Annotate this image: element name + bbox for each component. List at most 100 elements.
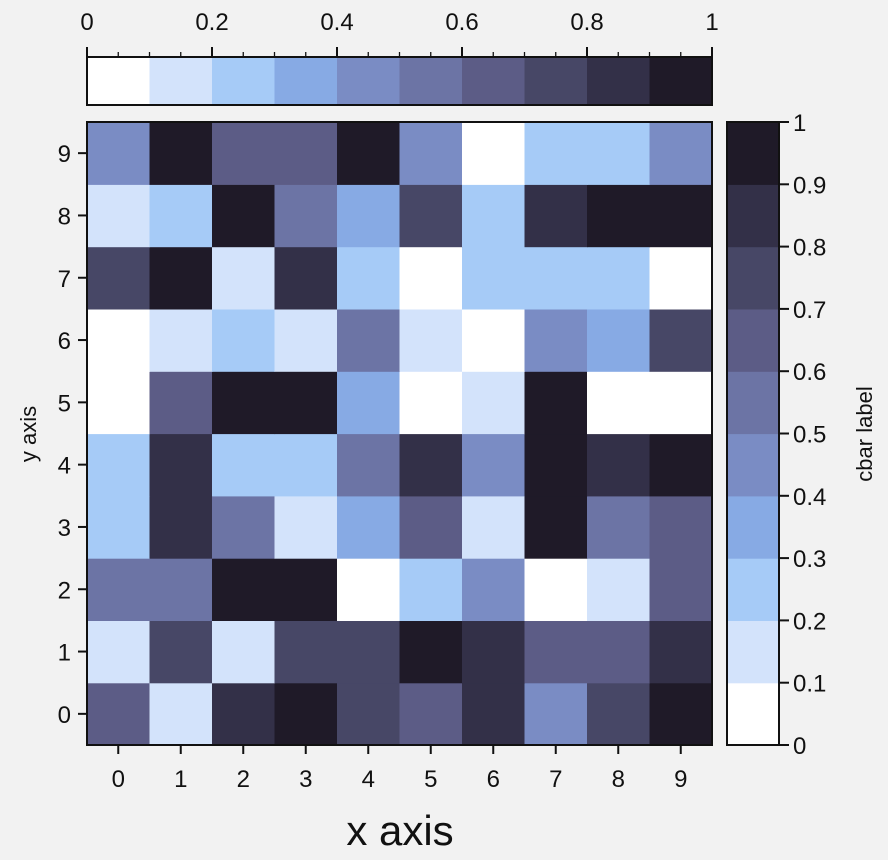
x-tick-label: 2	[237, 766, 250, 793]
heatmap-cell	[149, 495, 213, 559]
heatmap-cell	[337, 682, 401, 746]
heatmap-cell	[87, 246, 151, 310]
y-tick-label: 8	[58, 203, 71, 230]
colorbar-top-tick-label: 0.8	[570, 9, 603, 36]
heatmap-cell	[399, 558, 463, 621]
heatmap-cell	[399, 620, 463, 684]
y-axis-ticks: 0 1 2 3 4 5 6 7 8 9	[58, 141, 87, 729]
heatmap-cell	[274, 682, 338, 746]
colorbar-right-tick-label: 0.6	[793, 359, 826, 386]
y-tick-label: 9	[58, 141, 71, 168]
heatmap-cell	[337, 433, 401, 497]
heatmap-cell	[87, 122, 151, 185]
heatmap-cell	[149, 558, 213, 621]
heatmap-cell	[587, 371, 651, 435]
heatmap-cell	[462, 122, 526, 185]
heatmap-cell	[212, 558, 276, 621]
heatmap-cell	[462, 371, 526, 435]
colorbar-top-tick-label: 0	[80, 9, 93, 36]
heatmap-cell	[524, 558, 588, 621]
heatmap-cell	[212, 620, 276, 684]
heatmap-cell	[524, 184, 588, 248]
heatmap-cell	[337, 620, 401, 684]
heatmap-cell	[337, 246, 401, 310]
heatmap-cell	[524, 433, 588, 497]
colorbar-top-swatch	[274, 57, 338, 105]
x-axis-label: x axis	[346, 807, 453, 854]
heatmap-cell	[87, 620, 151, 684]
heatmap-cell	[399, 371, 463, 435]
colorbar-right-tick-label: 0.8	[793, 235, 826, 262]
heatmap-cell	[87, 184, 151, 248]
colorbar-top-swatch	[524, 57, 588, 105]
heatmap-cell	[274, 371, 338, 435]
heatmap-cell	[87, 682, 151, 746]
heatmap-cell	[274, 122, 338, 185]
heatmap-cell	[149, 620, 213, 684]
heatmap-cell	[337, 308, 401, 372]
heatmap-cell	[212, 433, 276, 497]
x-tick-label: 3	[299, 766, 312, 793]
heatmap-cell	[587, 246, 651, 310]
heatmap-cell	[274, 495, 338, 559]
heatmap-cell	[462, 682, 526, 746]
heatmap-cell	[587, 495, 651, 559]
heatmap-cell	[337, 495, 401, 559]
heatmap-cell	[87, 308, 151, 372]
heatmap-cell	[462, 558, 526, 621]
colorbar-right-tick-label: 0	[793, 733, 806, 760]
heatmap-cell	[649, 184, 713, 248]
heatmap-cell	[649, 246, 713, 310]
x-axis-ticks: 0 1 2 3 4 5 6 7 8 9	[112, 745, 687, 793]
heatmap-cell	[462, 308, 526, 372]
heatmap-cell	[337, 122, 401, 185]
heatmap-cell	[212, 184, 276, 248]
heatmap-cell	[399, 682, 463, 746]
heatmap-cell	[212, 308, 276, 372]
heatmap-cell	[462, 184, 526, 248]
colorbar-top-swatch	[462, 57, 526, 105]
y-tick-label: 1	[58, 640, 71, 667]
heatmap-cell	[524, 495, 588, 559]
heatmap-cell	[462, 620, 526, 684]
heatmap-cell	[212, 122, 276, 185]
heatmap-cell	[337, 184, 401, 248]
heatmap-cell	[274, 433, 338, 497]
y-tick-label: 4	[58, 453, 71, 480]
heatmap-cell	[649, 682, 713, 746]
x-tick-label: 8	[612, 766, 625, 793]
colorbar-top-tick-label: 1	[705, 9, 718, 36]
heatmap-cell	[524, 308, 588, 372]
colorbar-right-tick-label: 0.2	[793, 608, 826, 635]
colorbar-top-tick-label: 0.6	[445, 9, 478, 36]
heatmap-cell	[524, 620, 588, 684]
heatmap-cell	[149, 308, 213, 372]
colorbar-top-ticks: 0 0.2 0.4 0.6 0.8 1	[80, 9, 719, 57]
heatmap-cell	[399, 184, 463, 248]
heatmap-cell	[587, 558, 651, 621]
x-tick-label: 9	[674, 766, 687, 793]
heatmap-cell	[587, 308, 651, 372]
heatmap-cell	[587, 122, 651, 185]
heatmap-cell	[87, 558, 151, 621]
heatmap-cell	[274, 620, 338, 684]
y-tick-label: 0	[58, 702, 71, 729]
colorbar-right	[726, 121, 780, 746]
heatmap-cell	[462, 246, 526, 310]
heatmap-cell	[87, 495, 151, 559]
heatmap-cell	[649, 308, 713, 372]
heatmap-cell	[149, 122, 213, 185]
x-tick-label: 1	[174, 766, 187, 793]
heatmap-cell	[649, 495, 713, 559]
colorbar-right-swatch	[727, 371, 779, 435]
heatmap-cell	[212, 682, 276, 746]
colorbar-right-ticks: 0 0.1 0.2 0.3 0.4 0.5 0.6 0.7 0.8 0.9 1	[779, 110, 826, 760]
y-tick-label: 6	[58, 328, 71, 355]
colorbar-top	[86, 56, 713, 106]
heatmap-cell	[649, 558, 713, 621]
heatmap-cell	[212, 371, 276, 435]
colorbar-right-swatch	[727, 122, 779, 185]
colorbar-top-swatch	[337, 57, 401, 105]
heatmap-cell	[337, 371, 401, 435]
